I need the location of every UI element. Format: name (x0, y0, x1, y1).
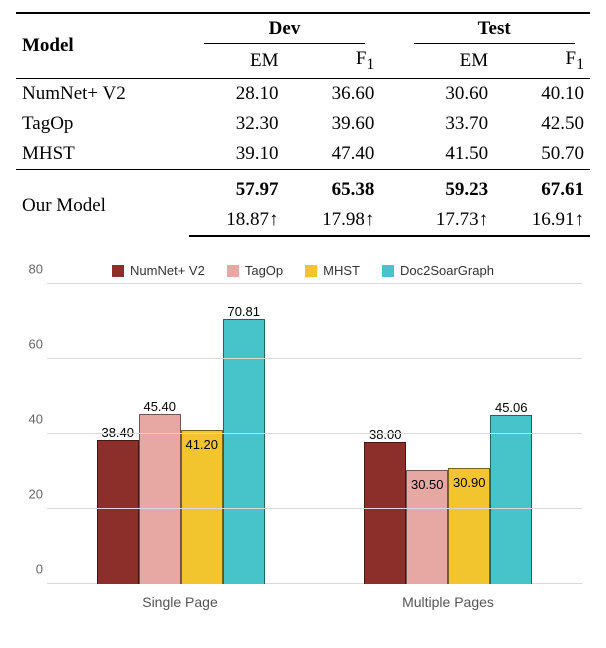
legend-label: MHST (323, 263, 360, 278)
bar-value-label: 41.20 (185, 437, 218, 452)
legend-swatch (305, 265, 317, 277)
bar-chart: NumNet+ V2TagOpMHSTDoc2SoarGraph 38.4045… (16, 263, 590, 610)
bar: 30.90 (448, 468, 490, 584)
col-test-em: EM (398, 44, 494, 78)
model-name: MHST (16, 139, 189, 170)
chart-x-axis: Single PageMultiple Pages (46, 584, 582, 610)
bar-value-label: 30.90 (453, 475, 486, 490)
legend-swatch (227, 265, 239, 277)
bar: 41.20 (181, 430, 223, 585)
legend-swatch (382, 265, 394, 277)
grid-line (47, 283, 582, 284)
table-row: MHST 39.10 47.40 41.50 50.70 (16, 139, 590, 170)
bar-value-label: 45.06 (495, 400, 528, 415)
legend-label: Doc2SoarGraph (400, 263, 494, 278)
bar: 30.50 (406, 470, 448, 584)
legend-label: NumNet+ V2 (130, 263, 205, 278)
grid-line (47, 508, 582, 509)
col-model: Model (16, 13, 189, 78)
x-label: Single Page (46, 584, 314, 610)
model-name: TagOp (16, 109, 189, 139)
col-dev-em: EM (189, 44, 285, 78)
bar-group: 38.00 30.50 30.90 45.06 (315, 284, 583, 584)
bar-value-label: 30.50 (411, 477, 444, 492)
x-label: Multiple Pages (314, 584, 582, 610)
colgroup-dev: Dev (189, 13, 381, 44)
bar: 38.00 (364, 442, 406, 585)
legend-item: MHST (305, 263, 360, 278)
chart-legend: NumNet+ V2 TagOp MHST Doc2SoarGraph (16, 263, 590, 278)
col-dev-f1: F1 (285, 44, 381, 78)
bar: 38.40 (97, 440, 139, 584)
chart-plot: 38.4045.4041.2070.8138.0030.5030.9045.06… (46, 284, 582, 584)
model-name: Our Model (16, 175, 189, 236)
legend-item: NumNet+ V2 (112, 263, 205, 278)
col-test-f1: F1 (494, 44, 590, 78)
bar-value-label: 70.81 (227, 304, 260, 319)
grid-line (47, 433, 582, 434)
y-tick: 80 (19, 262, 43, 277)
table-row: NumNet+ V2 28.10 36.60 30.60 40.10 (16, 78, 590, 109)
model-name: NumNet+ V2 (16, 78, 189, 109)
grid-line (47, 358, 582, 359)
legend-item: Doc2SoarGraph (382, 263, 494, 278)
bar: 45.06 (490, 415, 532, 584)
table-row-ours: Our Model 57.97 65.38 59.23 67.61 (16, 175, 590, 205)
bar: 45.40 (139, 414, 181, 584)
y-tick: 0 (19, 562, 43, 577)
bar-value-label: 45.40 (143, 399, 176, 414)
legend-item: TagOp (227, 263, 283, 278)
legend-swatch (112, 265, 124, 277)
y-tick: 40 (19, 412, 43, 427)
table-row: TagOp 32.30 39.60 33.70 42.50 (16, 109, 590, 139)
bar-value-label: 38.00 (369, 427, 402, 442)
bar-group: 38.4045.4041.2070.81 (47, 284, 315, 584)
legend-label: TagOp (245, 263, 283, 278)
y-tick: 20 (19, 487, 43, 502)
y-tick: 60 (19, 337, 43, 352)
colgroup-test: Test (398, 13, 590, 44)
results-table: Model Dev Test EM F1 EM F1 NumNet+ V2 28… (16, 12, 590, 237)
